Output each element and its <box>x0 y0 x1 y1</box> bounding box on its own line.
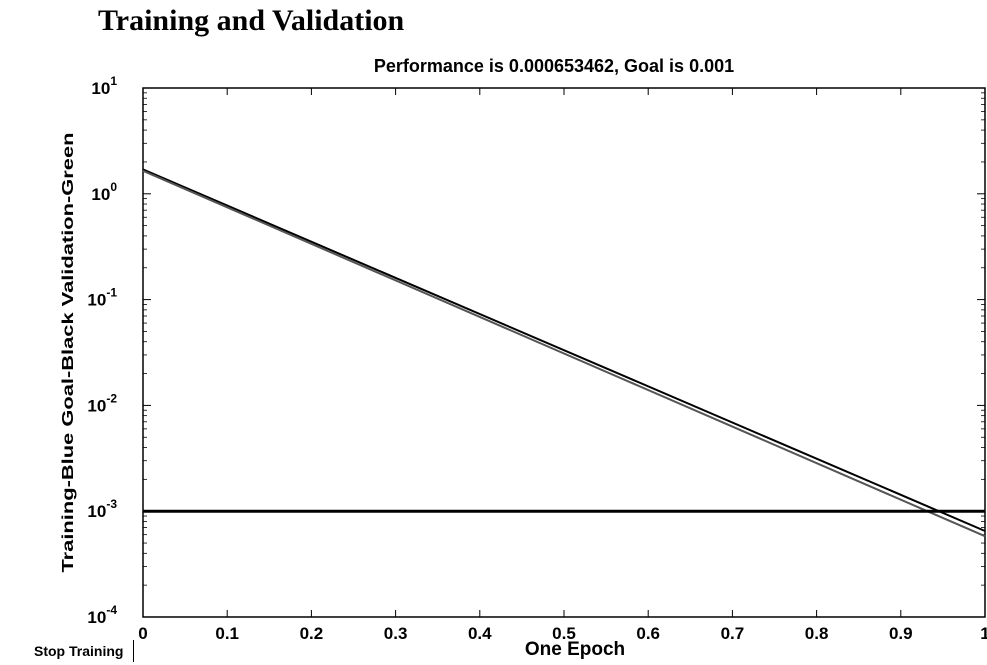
x-tick-label: 0.4 <box>468 624 492 643</box>
x-tick-label: 0.8 <box>805 624 829 643</box>
x-tick-label: 0.2 <box>300 624 324 643</box>
y-tick-label: 10-2 <box>87 391 117 415</box>
x-tick-label: 1 <box>980 624 987 643</box>
y-tick-label: 10-4 <box>87 603 117 627</box>
x-tick-label: 0.5 <box>552 624 576 643</box>
x-tick-label: 0.7 <box>721 624 745 643</box>
y-axis-label: Training-Blue Goal-Black Validation-Gree… <box>60 133 77 573</box>
x-tick-label: 0.1 <box>215 624 239 643</box>
stop-training-button[interactable]: Stop Training <box>28 640 135 662</box>
series-line-0 <box>142 168 986 532</box>
y-tick-label: 10-3 <box>87 497 117 521</box>
y-tick-label: 101 <box>91 74 117 98</box>
chart-title: Performance is 0.000653462, Goal is 0.00… <box>374 56 734 76</box>
x-axis-label: One Epoch <box>525 639 625 660</box>
x-tick-label: 0.9 <box>889 624 913 643</box>
series-line-1 <box>142 169 986 538</box>
y-tick-label: 100 <box>91 180 117 204</box>
window-title: Training and Validation <box>98 4 405 37</box>
y-tick-label: 10-1 <box>87 286 117 310</box>
x-tick-label: 0 <box>138 624 147 643</box>
x-tick-label: 0.3 <box>384 624 408 643</box>
x-tick-label: 0.6 <box>636 624 660 643</box>
